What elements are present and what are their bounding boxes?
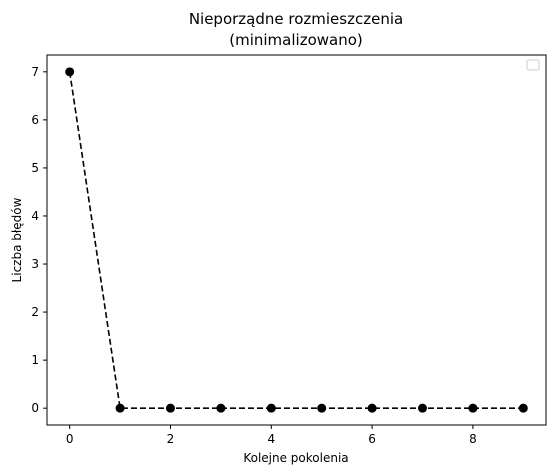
series-line bbox=[68, 71, 524, 409]
x-tick-label: 8 bbox=[469, 432, 477, 446]
chart-title-line2: (minimalizowano) bbox=[229, 31, 363, 49]
y-tick-label: 7 bbox=[31, 65, 39, 79]
y-axis-label: Liczba błędów bbox=[10, 197, 24, 282]
data-point bbox=[216, 403, 226, 413]
y-tick-label: 4 bbox=[31, 209, 39, 223]
data-point bbox=[115, 403, 125, 413]
y-tick-label: 2 bbox=[31, 305, 39, 319]
y-tick-label: 6 bbox=[31, 113, 39, 127]
x-axis-label: Kolejne pokolenia bbox=[243, 451, 348, 465]
data-point bbox=[367, 403, 377, 413]
legend-box bbox=[526, 59, 540, 71]
data-point bbox=[266, 403, 276, 413]
y-tick-label: 0 bbox=[31, 401, 39, 415]
plot-area bbox=[65, 67, 528, 413]
y-tick-label: 3 bbox=[31, 257, 39, 271]
data-point bbox=[418, 403, 428, 413]
data-point bbox=[65, 67, 75, 77]
chart-title-line1: Nieporządne rozmieszczenia bbox=[189, 10, 403, 28]
data-point bbox=[468, 403, 478, 413]
data-point bbox=[165, 403, 175, 413]
y-tick-label: 5 bbox=[31, 161, 39, 175]
x-tick-label: 6 bbox=[368, 432, 376, 446]
x-tick-label: 2 bbox=[167, 432, 175, 446]
y-tick-label: 1 bbox=[31, 353, 39, 367]
x-tick-label: 4 bbox=[267, 432, 275, 446]
data-point bbox=[518, 403, 528, 413]
data-point bbox=[317, 403, 327, 413]
x-tick-label: 0 bbox=[66, 432, 74, 446]
axes-frame bbox=[46, 54, 547, 426]
